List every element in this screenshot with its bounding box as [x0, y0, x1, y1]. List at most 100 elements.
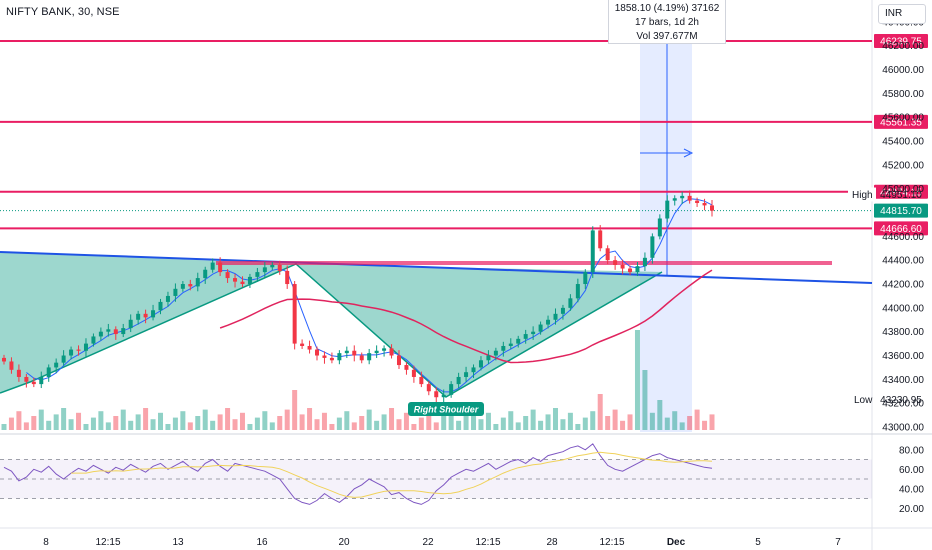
volume-bar	[485, 412, 491, 430]
ma-red	[219, 269, 713, 364]
candle-body	[359, 355, 364, 361]
candle-body	[344, 350, 349, 354]
volume-bar	[8, 417, 14, 430]
volume-bar	[269, 422, 275, 430]
y-tick-label: 43400.00	[882, 375, 924, 386]
volume-bar	[702, 420, 708, 430]
candle-body	[590, 230, 595, 273]
candle-body	[560, 307, 565, 314]
volume-bar	[31, 416, 37, 430]
volume-bar	[90, 417, 96, 430]
rsi-tick-label: 80.00	[899, 445, 924, 456]
volume-bar	[180, 411, 186, 430]
volume-bar	[597, 394, 603, 430]
x-tick-label: 12:15	[599, 537, 624, 548]
x-tick-label: 20	[338, 537, 350, 548]
volume-bar	[590, 411, 596, 430]
annotation-right-shoulder: Right Shoulder	[414, 405, 479, 415]
candle-body	[464, 372, 469, 377]
candle-body	[277, 264, 282, 271]
volume-bar	[76, 412, 82, 430]
x-tick-label: 22	[422, 537, 434, 548]
volume-bar	[381, 414, 387, 430]
volume-bar	[128, 420, 134, 430]
candle-body	[546, 319, 551, 325]
currency-selector[interactable]: INR	[878, 4, 926, 24]
x-tick-label: 7	[835, 537, 841, 548]
volume-bar	[98, 411, 104, 430]
candle-body	[486, 355, 491, 361]
level-label-bg-4	[874, 221, 928, 236]
level-label-bg-1	[874, 34, 928, 49]
resistance-zone	[216, 261, 832, 265]
volume-bar	[456, 420, 462, 430]
candle-body	[680, 195, 685, 199]
volume-bar	[389, 408, 395, 430]
volume-bar	[538, 420, 544, 430]
last-price-label-bg	[874, 203, 928, 218]
volume-bar	[217, 414, 223, 430]
candle-body	[374, 350, 379, 354]
y-tick-label: 45600.00	[882, 113, 924, 124]
y-tick-label: 45200.00	[882, 160, 924, 171]
volume-bar	[441, 416, 447, 430]
candle-body	[2, 357, 6, 362]
candle-body	[151, 310, 156, 318]
volume-bar	[567, 412, 573, 430]
candle-body	[605, 248, 610, 261]
last-price-label: 44815.70	[880, 206, 922, 217]
volume-bar	[68, 419, 74, 430]
candle-body	[46, 367, 51, 377]
symbol-title[interactable]: NIFTY BANK, 30, NSE	[6, 6, 120, 18]
volume-bar	[83, 424, 89, 430]
volume-bar	[411, 424, 417, 430]
candle-body	[523, 334, 528, 339]
candle-body	[255, 272, 260, 277]
volume-bar	[605, 416, 611, 430]
annotation-bg	[408, 402, 484, 416]
candle-body	[158, 301, 163, 311]
candle-body	[173, 288, 178, 296]
candle-body	[642, 257, 647, 267]
volume-bar	[254, 417, 260, 430]
volume-bar	[187, 422, 193, 430]
volume-bar	[292, 390, 298, 430]
volume-bar	[366, 409, 372, 430]
candle-body	[471, 367, 476, 373]
candle-body	[16, 369, 21, 377]
candle-body	[113, 329, 118, 335]
candle-body	[285, 270, 290, 285]
low-label: 43230.95	[880, 395, 922, 406]
candle-body	[337, 353, 342, 361]
candle-body	[553, 313, 558, 320]
volume-bar	[433, 422, 439, 430]
x-tick-label: 12:15	[95, 537, 120, 548]
volume-bar	[709, 414, 715, 430]
volume-bar	[158, 412, 164, 430]
candle-body	[98, 331, 103, 337]
candle-body	[329, 357, 334, 361]
candle-body	[516, 338, 521, 344]
volume-bar	[23, 422, 29, 430]
y-tick-label: 45000.00	[882, 184, 924, 195]
x-tick-label: 16	[256, 537, 268, 548]
volume-bar	[672, 411, 678, 430]
volume-bar	[582, 417, 588, 430]
candle-body	[702, 203, 707, 206]
x-tick-label: 12:15	[475, 537, 500, 548]
volume-bar	[329, 424, 335, 430]
candle-body	[307, 345, 312, 350]
candle-body	[650, 236, 655, 258]
candle-body	[493, 350, 498, 356]
candle-body	[195, 278, 200, 287]
y-tick-label: 43200.00	[882, 399, 924, 410]
candle-body	[180, 284, 185, 289]
y-tick-label: 44400.00	[882, 256, 924, 267]
volume-bar	[307, 408, 313, 430]
volume-bar	[508, 411, 514, 430]
volume-bar	[552, 408, 558, 430]
volume-bar	[627, 414, 633, 430]
candle-body	[203, 269, 208, 279]
